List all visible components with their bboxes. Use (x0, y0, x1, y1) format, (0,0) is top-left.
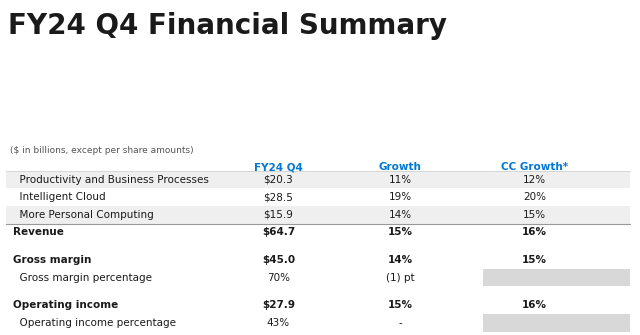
Text: 15%: 15% (387, 227, 413, 238)
Text: Revenue: Revenue (13, 227, 63, 238)
Text: (1) pt: (1) pt (386, 273, 414, 283)
Text: Gross margin percentage: Gross margin percentage (13, 273, 152, 283)
Text: Gross margin: Gross margin (13, 255, 91, 265)
Bar (6, 206, 630, 224)
Text: 43%: 43% (267, 318, 290, 328)
Text: 16%: 16% (522, 227, 547, 238)
Text: CC Growth*: CC Growth* (501, 162, 568, 173)
Text: $45.0: $45.0 (262, 255, 295, 265)
Text: $20.3: $20.3 (264, 175, 293, 185)
Text: Intelligent Cloud: Intelligent Cloud (13, 192, 106, 202)
Text: 15%: 15% (523, 210, 546, 220)
Text: 15%: 15% (522, 255, 547, 265)
Text: FY24 Q4: FY24 Q4 (254, 162, 303, 173)
Text: Operating income percentage: Operating income percentage (13, 318, 176, 328)
Text: 11%: 11% (388, 175, 412, 185)
Text: 14%: 14% (388, 210, 412, 220)
Bar (483, 314, 630, 332)
Text: $28.5: $28.5 (264, 192, 293, 202)
Text: $15.9: $15.9 (264, 210, 293, 220)
Text: $27.9: $27.9 (262, 300, 295, 310)
Text: Growth: Growth (379, 162, 421, 173)
Text: -: - (398, 318, 402, 328)
Text: 15%: 15% (387, 300, 413, 310)
Text: 14%: 14% (387, 255, 413, 265)
Text: More Personal Computing: More Personal Computing (13, 210, 154, 220)
Text: FY24 Q4 Financial Summary: FY24 Q4 Financial Summary (8, 12, 447, 40)
Text: 20%: 20% (523, 192, 546, 202)
Bar (483, 269, 630, 286)
Bar (6, 171, 630, 188)
Text: Productivity and Business Processes: Productivity and Business Processes (13, 175, 209, 185)
Text: $64.7: $64.7 (262, 227, 295, 238)
Text: 19%: 19% (388, 192, 412, 202)
Text: ($ in billions, except per share amounts): ($ in billions, except per share amounts… (10, 146, 193, 155)
Text: 16%: 16% (522, 300, 547, 310)
Text: 70%: 70% (267, 273, 290, 283)
Text: 12%: 12% (523, 175, 546, 185)
Text: Operating income: Operating income (13, 300, 118, 310)
